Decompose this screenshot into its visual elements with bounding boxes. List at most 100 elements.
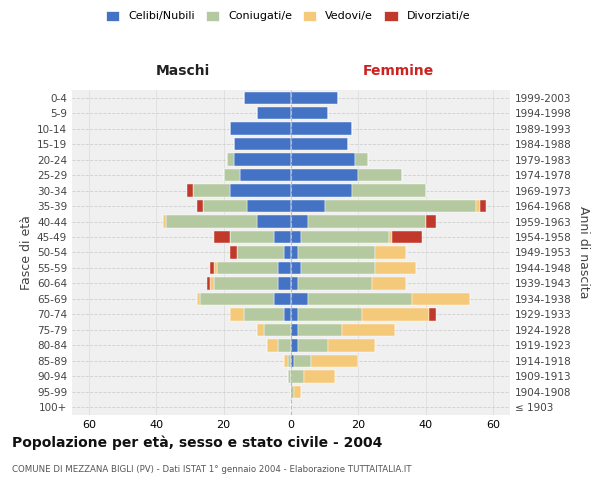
Bar (187, 184, 193, 197)
Text: COMUNE DI MEZZANA BIGLI (PV) - Dati ISTAT 1° gennaio 2004 - Elaborazione TUTTAIT: COMUNE DI MEZZANA BIGLI (PV) - Dati ISTA… (12, 465, 412, 474)
Bar (207, 278, 210, 289)
Bar (291, 107, 328, 120)
Bar (247, 200, 291, 212)
Bar (298, 324, 341, 336)
Bar (163, 216, 166, 228)
Bar (214, 231, 230, 243)
Bar (291, 184, 352, 197)
Bar (291, 308, 298, 320)
Bar (268, 339, 278, 351)
Bar (308, 292, 412, 305)
Bar (298, 339, 328, 351)
Bar (325, 200, 476, 212)
Bar (197, 200, 203, 212)
Bar (412, 292, 470, 305)
Bar (257, 107, 291, 120)
Bar (217, 262, 278, 274)
Bar (308, 216, 426, 228)
Bar (291, 246, 298, 258)
Bar (200, 292, 274, 305)
Bar (291, 200, 325, 212)
Bar (355, 154, 368, 166)
Bar (264, 324, 291, 336)
Bar (476, 200, 479, 212)
Bar (358, 169, 402, 181)
Bar (389, 231, 392, 243)
Bar (214, 278, 278, 289)
Bar (244, 308, 284, 320)
Bar (224, 169, 241, 181)
Bar (193, 184, 230, 197)
Bar (257, 324, 264, 336)
Bar (341, 324, 395, 336)
Bar (230, 184, 291, 197)
Bar (375, 246, 406, 258)
Bar (278, 262, 291, 274)
Bar (278, 339, 291, 351)
Text: Femmine: Femmine (363, 64, 434, 78)
Bar (291, 216, 308, 228)
Bar (291, 324, 298, 336)
Bar (284, 354, 287, 367)
Bar (241, 169, 291, 181)
Bar (291, 122, 352, 135)
Bar (284, 246, 291, 258)
Bar (291, 169, 358, 181)
Bar (372, 278, 406, 289)
Bar (291, 231, 301, 243)
Bar (291, 386, 295, 398)
Y-axis label: Fasce di età: Fasce di età (20, 215, 33, 290)
Bar (426, 216, 436, 228)
Bar (230, 122, 291, 135)
Bar (301, 231, 389, 243)
Bar (274, 231, 291, 243)
Bar (203, 200, 247, 212)
Bar (304, 370, 335, 382)
Bar (291, 92, 338, 104)
Bar (298, 278, 372, 289)
Bar (328, 339, 375, 351)
Bar (227, 154, 234, 166)
Bar (429, 308, 436, 320)
Bar (210, 278, 214, 289)
Bar (291, 138, 348, 150)
Text: Maschi: Maschi (156, 64, 211, 78)
Bar (230, 231, 274, 243)
Bar (284, 308, 291, 320)
Bar (298, 308, 362, 320)
Bar (237, 246, 284, 258)
Bar (295, 386, 301, 398)
Bar (210, 262, 214, 274)
Bar (291, 354, 295, 367)
Bar (375, 262, 416, 274)
Bar (287, 354, 291, 367)
Y-axis label: Anni di nascita: Anni di nascita (577, 206, 590, 298)
Bar (166, 216, 257, 228)
Bar (230, 246, 237, 258)
Bar (298, 246, 375, 258)
Bar (244, 92, 291, 104)
Bar (291, 278, 298, 289)
Bar (291, 262, 301, 274)
Bar (479, 200, 487, 212)
Bar (197, 292, 200, 305)
Bar (291, 154, 355, 166)
Bar (392, 231, 422, 243)
Bar (230, 308, 244, 320)
Text: Popolazione per età, sesso e stato civile - 2004: Popolazione per età, sesso e stato civil… (12, 435, 382, 450)
Bar (274, 292, 291, 305)
Bar (295, 354, 311, 367)
Bar (257, 216, 291, 228)
Bar (234, 154, 291, 166)
Bar (278, 278, 291, 289)
Bar (362, 308, 429, 320)
Bar (291, 339, 298, 351)
Bar (287, 370, 291, 382)
Bar (352, 184, 426, 197)
Bar (291, 292, 308, 305)
Bar (214, 262, 217, 274)
Bar (311, 354, 358, 367)
Bar (291, 370, 304, 382)
Bar (234, 138, 291, 150)
Legend: Celibi/Nubili, Coniugati/e, Vedovi/e, Divorziati/e: Celibi/Nubili, Coniugati/e, Vedovi/e, Di… (106, 10, 470, 22)
